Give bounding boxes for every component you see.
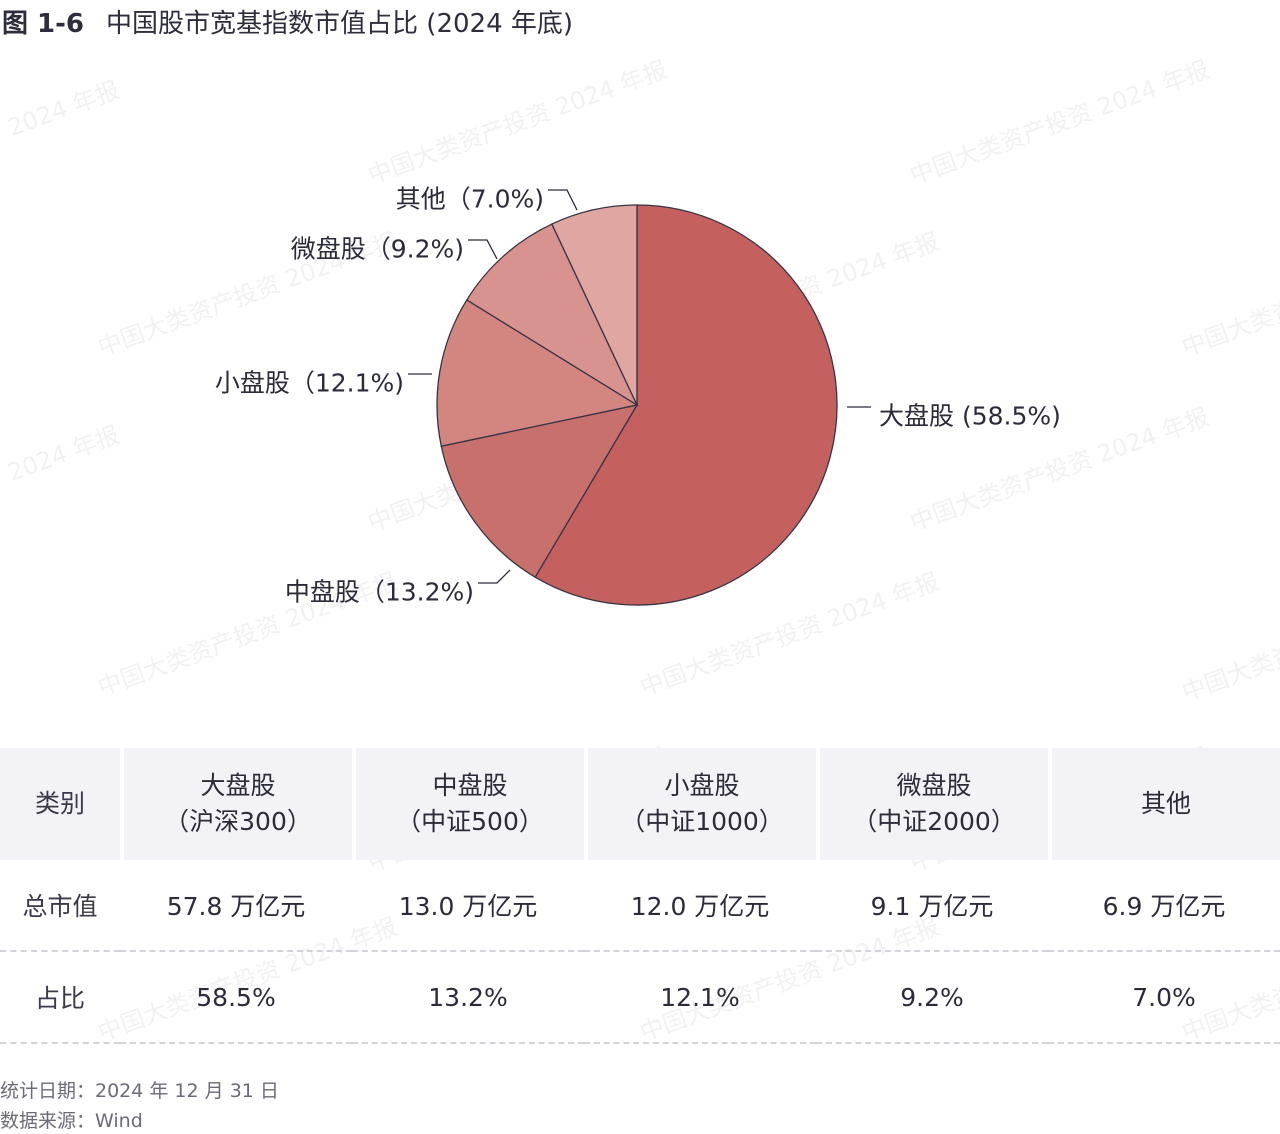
pie-slices <box>436 204 838 606</box>
table-row: 占比 58.5% 13.2% 12.1% 9.2% 7.0% <box>0 952 1280 1044</box>
footer-source: 数据来源：Wind <box>0 1110 143 1132</box>
table-cell: 6.9 万亿元 <box>1048 860 1280 952</box>
table-cell: 13.2% <box>352 952 584 1044</box>
pie-label-other: 其他（7.0%) <box>396 185 544 214</box>
header-cell-micro: 微盘股 （中证2000） <box>816 748 1048 860</box>
pie-label-small: 小盘股（12.1%) <box>215 369 404 398</box>
pie-label-mid: 中盘股（13.2%) <box>285 578 474 607</box>
pie-label-large: 大盘股 (58.5%) <box>879 402 1061 431</box>
table-cell: 57.8 万亿元 <box>120 860 352 952</box>
header-cell-other: 其他 <box>1048 748 1280 860</box>
header-cell-mid: 中盘股 （中证500） <box>352 748 584 860</box>
leader-line-other <box>548 189 578 211</box>
table-cell: 58.5% <box>120 952 352 1044</box>
pie-slice-micro <box>465 223 639 407</box>
leader-line-mid <box>478 569 511 584</box>
table-cell: 12.1% <box>584 952 816 1044</box>
title-text: 中国股市宽基指数市值占比 (2024 年底) <box>106 9 574 39</box>
header-cell-large: 大盘股 （沪深300） <box>120 748 352 860</box>
pie-slice-large <box>534 204 838 606</box>
pie-leader-lines <box>408 189 871 584</box>
leader-line-micro <box>468 239 498 260</box>
row-label-market-cap: 总市值 <box>0 860 120 952</box>
pie-chart: 大盘股 (58.5%) 中盘股（13.2%) 小盘股（12.1%) 微盘股（9.2%)… <box>215 185 1061 607</box>
header-cell-category: 类别 <box>0 748 120 860</box>
pie-labels: 大盘股 (58.5%) 中盘股（13.2%) 小盘股（12.1%) 微盘股（9.2%)… <box>215 185 1061 607</box>
chart-title: 图 1-6 中国股市宽基指数市值占比 (2024 年底) <box>2 6 573 42</box>
table-cell: 9.1 万亿元 <box>816 860 1048 952</box>
header-cell-small: 小盘股 （中证1000） <box>584 748 816 860</box>
table-cell: 7.0% <box>1048 952 1280 1044</box>
table-cell: 9.2% <box>816 952 1048 1044</box>
pie-slice-mid <box>440 404 639 579</box>
table-cell: 13.0 万亿元 <box>352 860 584 952</box>
table-row: 总市值 57.8 万亿元 13.0 万亿元 12.0 万亿元 9.1 万亿元 6… <box>0 860 1280 952</box>
table-header-row: 类别 大盘股 （沪深300） 中盘股 （中证500） 小盘股 （中证1000） 微盘股… <box>0 748 1280 860</box>
figure-number: 图 1-6 <box>2 9 85 39</box>
pie-label-micro: 微盘股（9.2%) <box>291 235 464 264</box>
row-label-share: 占比 <box>0 952 120 1044</box>
summary-table: 类别 大盘股 （沪深300） 中盘股 （中证500） 小盘股 （中证1000） 微盘股… <box>0 748 1280 1044</box>
footer-date: 统计日期：2024 年 12 月 31 日 <box>0 1080 279 1102</box>
pie-slice-other <box>550 204 638 406</box>
table-cell: 12.0 万亿元 <box>584 860 816 952</box>
pie-slice-small <box>436 299 639 447</box>
